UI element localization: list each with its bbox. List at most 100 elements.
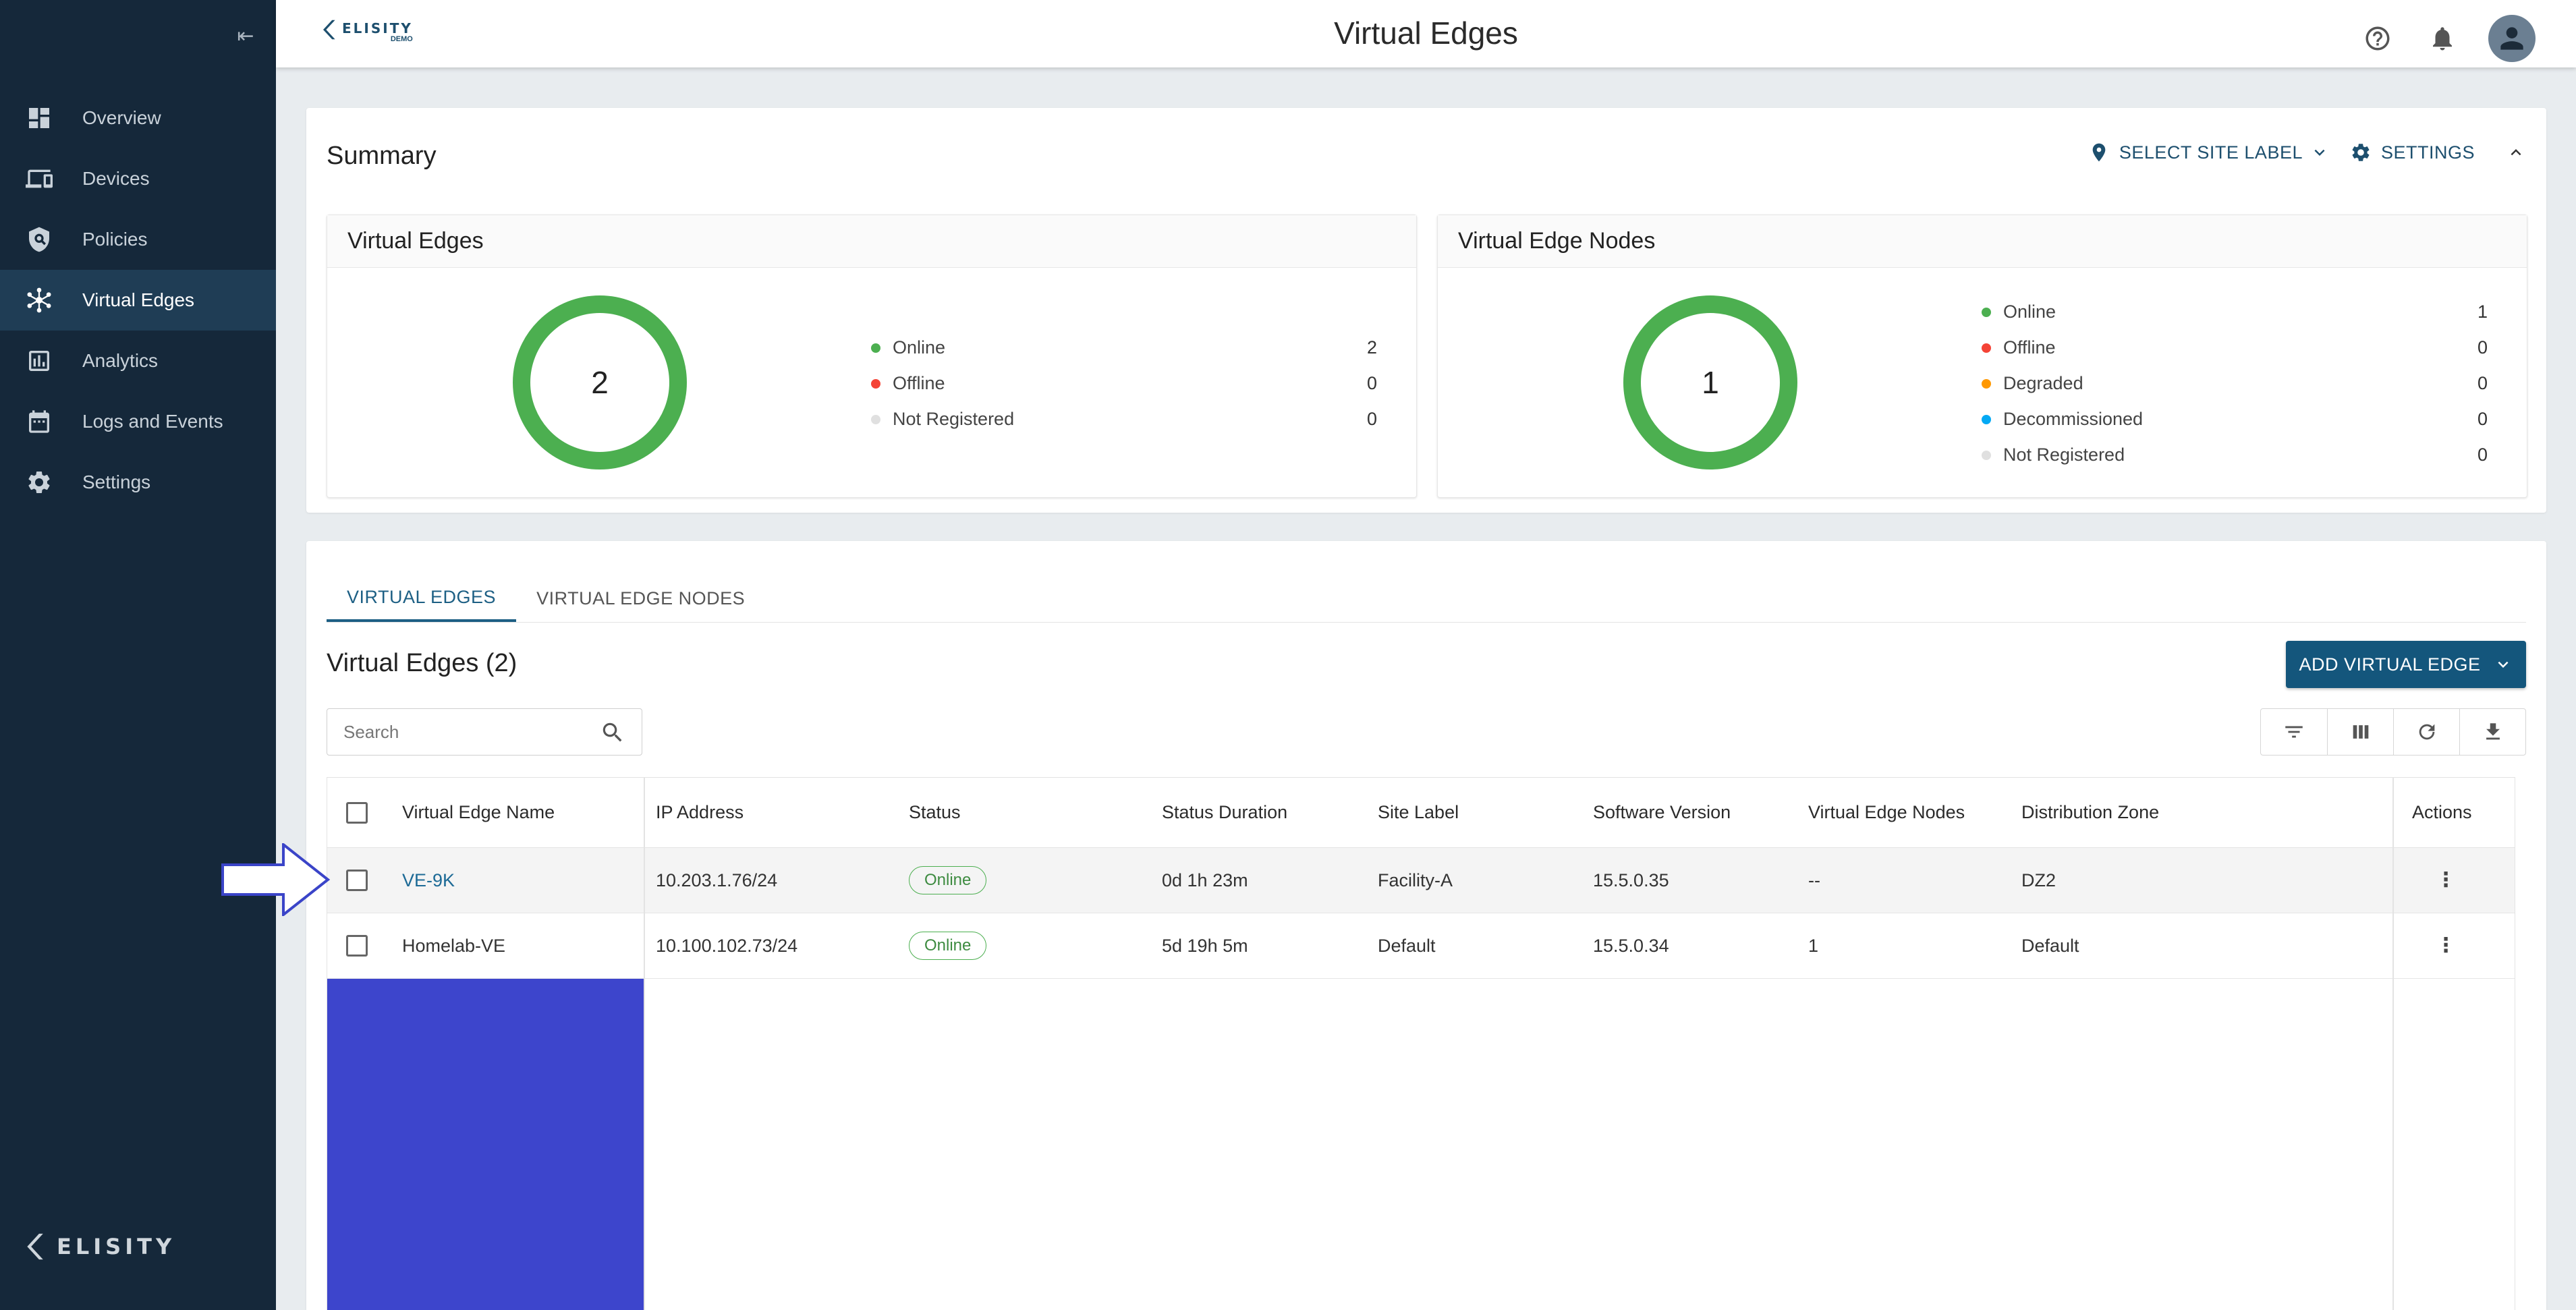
sidebar-item-logs-and-events[interactable]: Logs and Events (0, 391, 276, 452)
help-icon (2365, 26, 2390, 51)
legend-row: Not Registered 0 (871, 401, 1377, 437)
summary-settings-button[interactable]: SETTINGS (2350, 142, 2475, 163)
tab-virtual-edge-nodes[interactable]: VIRTUAL EDGE NODES (536, 588, 746, 608)
devices-icon (24, 164, 54, 194)
columns-button[interactable] (2327, 709, 2393, 755)
legend-label: Not Registered (893, 409, 1015, 429)
table-row[interactable]: Homelab-VE 10.100.102.73/24 Online 5d 19… (327, 913, 2515, 979)
download-icon (2486, 723, 2500, 740)
legend-row: Online 2 (871, 330, 1377, 366)
legend-dot (871, 414, 880, 424)
filter-button[interactable] (2261, 709, 2327, 755)
row-actions-menu-icon[interactable]: ⋮ (2436, 934, 2456, 957)
table-header-row: Virtual Edge Name IP Address Status Stat… (327, 778, 2515, 848)
select-site-label-dropdown[interactable]: SELECT SITE LABEL (2088, 142, 2330, 163)
chevron-down-icon (2498, 661, 2509, 668)
legend-row: Not Registered 0 (1982, 437, 2488, 473)
footer-brand-text: ELISITY (57, 1234, 176, 1259)
calendar-icon (24, 407, 54, 436)
status-badge: Online (909, 932, 987, 960)
legend-row: Decommissioned 0 (1982, 401, 2488, 437)
gear-icon (2352, 144, 2370, 161)
bell-icon (2433, 27, 2452, 51)
collapse-summary-button[interactable] (2499, 142, 2526, 163)
tab-virtual-edges[interactable]: VIRTUAL EDGES (327, 575, 517, 622)
legend-dot (1982, 343, 1991, 353)
donut-ring (513, 295, 687, 469)
search-input[interactable] (327, 709, 597, 755)
download-button[interactable] (2459, 709, 2525, 755)
brand-logo[interactable]: ELISITY DEMO (323, 18, 413, 43)
frozen-column-divider (644, 778, 645, 1310)
column-header[interactable]: Site Label (1378, 802, 1459, 822)
virtual-edge-nodes-count: 1 (1808, 935, 1819, 956)
column-header[interactable]: Status Duration (1162, 802, 1288, 822)
select-all-checkbox[interactable] (346, 801, 368, 824)
add-virtual-edge-label: ADD VIRTUAL EDGE (2299, 654, 2481, 675)
chevron-up-icon (2511, 149, 2521, 156)
sidebar-item-label: Virtual Edges (82, 289, 195, 310)
chevron-down-icon (2314, 149, 2325, 156)
legend-row: Offline 0 (1982, 330, 2488, 366)
sidebar-item-virtual-edges[interactable]: Virtual Edges (0, 270, 276, 331)
help-button[interactable] (2359, 20, 2397, 57)
sidebar-item-devices[interactable]: Devices (0, 148, 276, 209)
virtual-edge-name-link[interactable]: VE-9K (402, 870, 455, 890)
legend-dot (1982, 414, 1991, 424)
row-checkbox[interactable] (346, 870, 368, 891)
software-version: 15.5.0.34 (1593, 935, 1669, 956)
sidebar-item-label: Logs and Events (82, 411, 223, 432)
status-duration: 5d 19h 5m (1162, 935, 1248, 956)
legend-value: 0 (2477, 409, 2488, 429)
row-actions-menu-icon[interactable]: ⋮ (2436, 869, 2456, 891)
column-header[interactable]: Virtual Edge Nodes (1808, 802, 1965, 822)
legend-label: Decommissioned (2003, 409, 2144, 429)
table-row[interactable]: VE-9K 10.203.1.76/24 Online 0d 1h 23m Fa… (327, 848, 2515, 913)
add-virtual-edge-button[interactable]: ADD VIRTUAL EDGE (2286, 641, 2526, 688)
virtual-edge-name[interactable]: Homelab-VE (402, 935, 506, 956)
refresh-button[interactable] (2393, 709, 2459, 755)
search-icon[interactable] (600, 720, 625, 745)
virtual-edge-nodes-donut: 1 (1621, 293, 1799, 472)
row-checkbox[interactable] (346, 935, 368, 957)
legend-value: 1 (2477, 302, 2488, 322)
filter-icon (2285, 726, 2303, 738)
collapse-sidebar-icon[interactable]: ⇤ (237, 25, 254, 47)
column-header: Actions (2412, 802, 2472, 822)
site-label: Default (1378, 935, 1436, 956)
column-header[interactable]: Distribution Zone (2021, 802, 2160, 822)
sidebar-item-label: Settings (82, 472, 151, 492)
columns-icon (2353, 725, 2368, 739)
sidebar-item-overview[interactable]: Overview (0, 88, 276, 148)
software-version: 15.5.0.35 (1593, 870, 1669, 890)
column-header[interactable]: Software Version (1593, 802, 1731, 822)
notifications-button[interactable] (2424, 20, 2461, 57)
sidebar-item-policies[interactable]: Policies (0, 209, 276, 270)
sidebar-item-label: Devices (82, 168, 150, 189)
brand-sub: DEMO (390, 35, 413, 43)
ip-address: 10.203.1.76/24 (656, 870, 778, 890)
legend-value: 0 (2477, 373, 2488, 393)
column-header[interactable]: IP Address (656, 802, 744, 822)
location-pin-icon (2092, 143, 2106, 162)
sidebar-item-settings[interactable]: Settings (0, 452, 276, 513)
tab-divider (327, 622, 2526, 623)
actions-column-divider (2392, 778, 2394, 1310)
summary-settings-text: SETTINGS (2380, 142, 2475, 163)
select-all-cell (346, 778, 368, 847)
column-header[interactable]: Virtual Edge Name (402, 802, 555, 822)
sidebar-item-analytics[interactable]: Analytics (0, 331, 276, 391)
refresh-icon (2419, 724, 2434, 740)
legend-dot (1982, 450, 1991, 460)
donut-total: 1 (1702, 365, 1719, 400)
summary-card: Summary SELECT SITE LABEL SETTINGS Virtu… (306, 108, 2546, 513)
virtual-edges-summary: Virtual Edges 2 Online 2 Offline 0 Not Regis… (327, 215, 1417, 498)
column-header[interactable]: Status (909, 802, 961, 822)
status-badge: Online (909, 866, 987, 894)
avatar[interactable] (2488, 15, 2536, 62)
analytics-icon (24, 346, 54, 376)
donut-ring (1623, 295, 1797, 469)
legend-label: Online (893, 337, 946, 358)
elisity-logo-icon (27, 1233, 43, 1260)
footer-logo: ELISITY (27, 1232, 175, 1261)
